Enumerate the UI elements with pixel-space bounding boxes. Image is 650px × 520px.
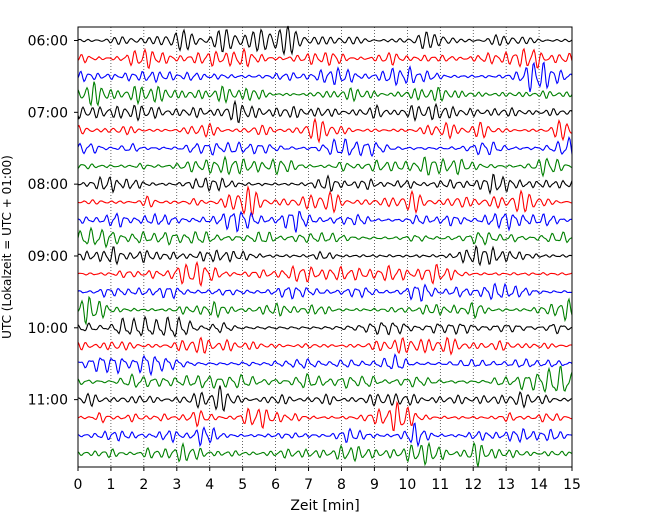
x-tick-label: 2	[139, 477, 148, 493]
trace-group	[77, 25, 573, 467]
x-tick-label: 6	[271, 477, 280, 493]
trace-0700	[77, 99, 573, 124]
trace-0930	[77, 282, 573, 302]
trace-0845	[77, 226, 573, 249]
y-tick-label: 07:00	[28, 105, 68, 121]
x-tick-label: 8	[337, 477, 346, 493]
trace-0730	[77, 136, 573, 158]
x-tick-label: 1	[106, 477, 115, 493]
trace-0830	[77, 210, 573, 233]
x-tick-label: 7	[304, 477, 313, 493]
trace-0645	[77, 81, 573, 107]
x-axis-label: Zeit [min]	[290, 498, 359, 514]
x-axis-ticks: 0 1 2 3 4 5 6 7 8 9 10 11 12 13 14 15	[74, 467, 581, 493]
trace-1045	[77, 365, 573, 394]
trace-1015	[77, 336, 573, 356]
trace-0815	[77, 184, 573, 218]
x-tick-label: 14	[530, 477, 548, 493]
x-tick-label: 4	[205, 477, 214, 493]
trace-0900	[77, 244, 573, 267]
vertical-grid	[110, 27, 540, 467]
trace-1000	[77, 315, 573, 338]
plot-frame	[77, 26, 573, 468]
trace-1115	[77, 400, 573, 432]
trace-0600	[77, 25, 573, 56]
y-tick-label: 09:00	[28, 249, 68, 265]
y-axis-label: UTC (Lokalzeit = UTC + 01:00)	[0, 155, 14, 339]
x-tick-label: 13	[497, 477, 515, 493]
trace-0745	[77, 155, 573, 178]
trace-0800	[77, 173, 573, 195]
x-tick-label: 3	[172, 477, 181, 493]
x-tick-label: 0	[74, 477, 83, 493]
x-tick-label: 11	[431, 477, 449, 493]
y-axis-ticks: 06:00 07:00 08:00 09:00 10:00 11:00	[28, 34, 78, 409]
trace-0715	[77, 117, 573, 144]
x-tick-label: 9	[370, 477, 379, 493]
x-tick-label: 5	[238, 477, 247, 493]
x-tick-label: 15	[563, 477, 581, 493]
y-tick-label: 11:00	[28, 393, 68, 409]
trace-0630	[77, 61, 573, 93]
y-tick-label: 08:00	[28, 177, 68, 193]
trace-1145	[77, 441, 573, 467]
trace-0915	[77, 260, 573, 287]
trace-1100	[77, 385, 573, 413]
trace-1030	[77, 353, 573, 377]
x-tick-label: 10	[398, 477, 416, 493]
x-tick-label: 12	[464, 477, 482, 493]
trace-0615	[77, 47, 573, 70]
trace-1130	[77, 422, 573, 448]
y-tick-label: 10:00	[28, 321, 68, 337]
trace-0945	[77, 295, 573, 326]
y-tick-label: 06:00	[28, 34, 68, 50]
